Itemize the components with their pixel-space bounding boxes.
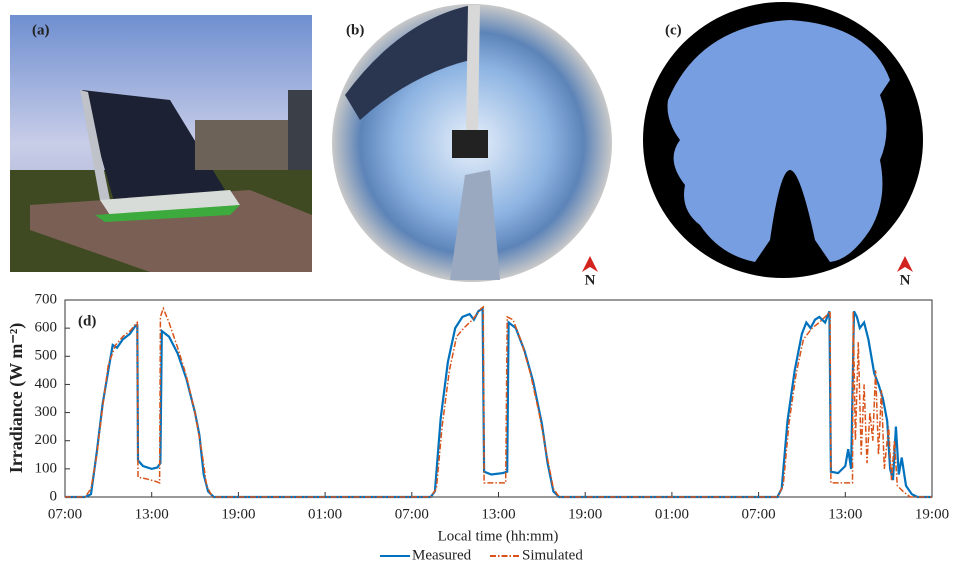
y-tick-label: 500 [35, 348, 58, 364]
panel-label: (b) [346, 22, 364, 38]
north-arrow [897, 256, 913, 272]
y-tick-label: 0 [50, 488, 58, 504]
y-axis-label: Irradiance (W m⁻²) [6, 323, 27, 474]
panel-label: (a) [32, 22, 50, 38]
y-tick-label: 100 [35, 460, 58, 476]
legend-label: Simulated [522, 547, 583, 563]
annotation: (d) [78, 313, 96, 329]
y-tick-label: 300 [35, 404, 58, 420]
photo-a [10, 15, 312, 272]
x-tick-label: 19:00 [221, 506, 255, 522]
photo-b [332, 4, 612, 282]
x-tick-label: 19:00 [568, 506, 602, 522]
data-line [65, 305, 932, 498]
data-line [65, 306, 932, 499]
y-tick-label: 700 [35, 291, 58, 307]
x-tick-label: 01:00 [308, 506, 342, 522]
y-tick-label: 200 [35, 432, 58, 448]
sky-mask [643, 2, 923, 278]
y-tick-label: 600 [35, 320, 58, 336]
plot-frame [64, 299, 933, 498]
y-tick-label: 400 [35, 376, 58, 392]
legend-label: Measured [412, 547, 472, 563]
x-axis-label: Local time (hh:mm) [438, 528, 559, 544]
x-tick-label: 19:00 [915, 506, 949, 522]
north-label: N [900, 272, 911, 288]
north-arrow [582, 256, 598, 272]
x-tick-label: 01:00 [655, 506, 689, 522]
panel-label: (c) [665, 22, 682, 38]
x-tick-label: 07:00 [48, 506, 82, 522]
x-tick-label: 07:00 [395, 506, 429, 522]
north-label: N [585, 272, 596, 288]
x-tick-label: 13:00 [828, 506, 862, 522]
x-tick-label: 07:00 [742, 506, 776, 522]
x-tick-label: 13:00 [135, 506, 169, 522]
x-tick-label: 13:00 [481, 506, 515, 522]
